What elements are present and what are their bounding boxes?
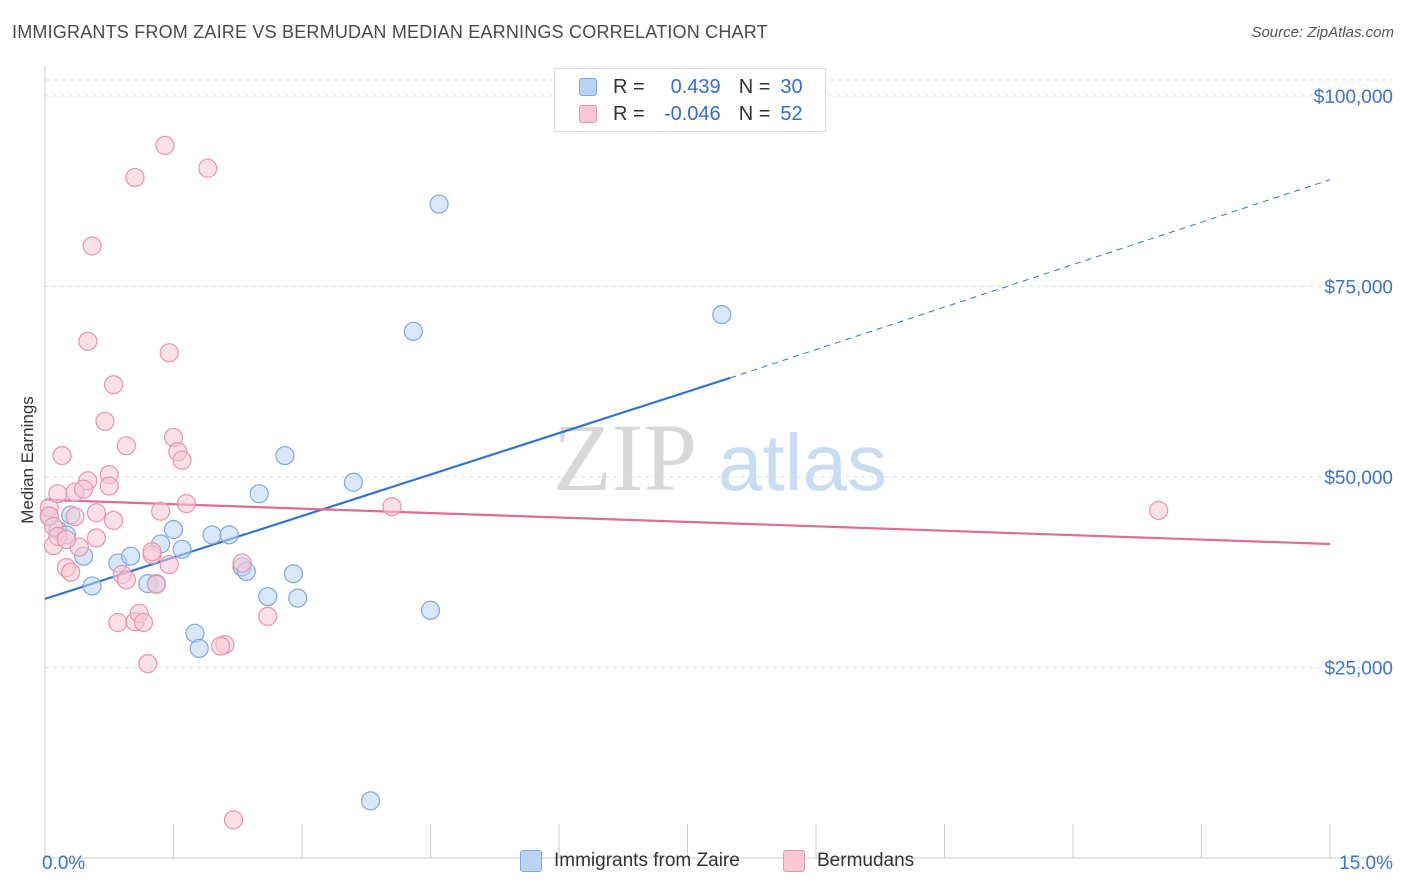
- point-bermudans: [56, 529, 77, 550]
- point-bermudans: [86, 528, 107, 548]
- trend-line-zaire-projection: [730, 179, 1331, 379]
- legend-n-label: N =: [738, 75, 771, 98]
- point-bermudans: [86, 503, 107, 523]
- y-tick-label: $100,000: [1314, 87, 1393, 108]
- point-bermudans: [73, 479, 94, 499]
- x-tick-label-min: 0.0%: [42, 853, 85, 874]
- point-bermudans: [382, 497, 402, 517]
- point-bermudans: [52, 445, 72, 466]
- point-bermudans: [116, 436, 136, 456]
- legend-n-value-bermudans: 52: [780, 102, 803, 125]
- point-bermudans: [159, 343, 179, 363]
- point-bermudans: [151, 501, 171, 521]
- point-bermudans: [258, 606, 278, 627]
- point-zaire: [163, 519, 184, 540]
- watermark: ZIP atlas: [553, 404, 887, 511]
- trend-line-zaire: [44, 376, 731, 600]
- point-bermudans: [142, 542, 162, 562]
- legend-swatch-zaire: [579, 78, 597, 96]
- bottom-swatch-bermudans: [783, 850, 805, 872]
- watermark-atlas: atlas: [718, 418, 887, 507]
- scatter-points: [39, 135, 1169, 830]
- point-zaire: [121, 546, 141, 566]
- point-bermudans: [211, 636, 231, 656]
- point-bermudans: [103, 375, 124, 395]
- point-bermudans: [159, 554, 179, 575]
- point-bermudans: [133, 612, 154, 633]
- correlation-legend: R = 0.439 N = 30 R = -0.046 N = 52: [554, 68, 826, 132]
- point-zaire: [258, 586, 278, 607]
- legend-r-value-zaire: 0.439: [670, 75, 721, 98]
- point-zaire: [172, 539, 192, 559]
- y-tick-label: $50,000: [1324, 468, 1393, 489]
- trend-lines: [44, 179, 1331, 600]
- y-axis-label: Median Earnings: [18, 396, 37, 524]
- point-bermudans: [103, 510, 124, 530]
- point-bermudans: [198, 158, 218, 178]
- point-zaire: [420, 600, 441, 620]
- point-zaire: [189, 638, 209, 659]
- trend-line-bermudans: [44, 498, 1331, 546]
- legend-row-zaire: R = 0.439 N = 30: [555, 75, 803, 99]
- bottom-legend-label-bermudans: Bermudans: [817, 850, 915, 871]
- y-tick-label: $75,000: [1324, 277, 1393, 298]
- point-zaire: [429, 194, 449, 214]
- legend-swatch-bermudans: [579, 105, 597, 123]
- point-bermudans: [78, 331, 98, 351]
- y-tick-label: $25,000: [1324, 658, 1393, 679]
- point-zaire: [249, 484, 269, 504]
- watermark-zip: ZIP: [553, 404, 697, 511]
- point-bermudans: [116, 570, 136, 590]
- point-zaire: [288, 588, 308, 608]
- point-zaire: [360, 791, 381, 811]
- source-label: Source: ZipAtlas.com: [1251, 24, 1394, 41]
- point-zaire: [219, 525, 239, 545]
- point-bermudans: [223, 810, 244, 830]
- point-bermudans: [232, 553, 252, 573]
- legend-n-value-zaire: 30: [780, 75, 803, 98]
- point-bermudans: [155, 135, 175, 156]
- legend-n-label: N =: [738, 102, 771, 125]
- point-bermudans: [1149, 500, 1169, 521]
- point-bermudans: [48, 484, 68, 504]
- point-bermudans: [138, 654, 158, 674]
- chart-title: IMMIGRANTS FROM ZAIRE VS BERMUDAN MEDIAN…: [12, 22, 768, 42]
- point-zaire: [82, 576, 102, 596]
- point-bermudans: [82, 236, 102, 256]
- x-tick-label-max: 15.0%: [1339, 853, 1393, 874]
- point-zaire: [275, 445, 295, 466]
- point-zaire: [202, 525, 222, 545]
- point-bermudans: [65, 506, 85, 527]
- point-bermudans: [95, 411, 115, 431]
- bottom-legend-label-zaire: Immigrants from Zaire: [554, 850, 740, 871]
- point-zaire: [343, 472, 363, 492]
- legend-r-value-bermudans: -0.046: [663, 102, 721, 125]
- axes: [44, 66, 1392, 859]
- x-tick-labels: 0.0% 15.0%: [42, 853, 1393, 874]
- point-zaire: [283, 564, 304, 584]
- point-zaire: [403, 321, 423, 341]
- legend-r-label: R =: [613, 75, 645, 98]
- point-bermudans: [99, 476, 119, 496]
- y-tick-labels: $25,000 $50,000 $75,000 $100,000: [1314, 87, 1393, 680]
- point-zaire: [712, 304, 732, 325]
- legend-row-bermudans: R = -0.046 N = 52: [555, 102, 803, 126]
- bottom-legend-zaire: Immigrants from Zaire: [520, 850, 740, 872]
- bottom-legend-bermudans: Bermudans: [783, 850, 914, 872]
- point-bermudans: [176, 494, 196, 514]
- point-bermudans: [146, 574, 166, 594]
- point-bermudans: [172, 450, 192, 470]
- point-bermudans: [61, 562, 81, 582]
- point-bermudans: [108, 612, 128, 633]
- bottom-swatch-zaire: [520, 850, 542, 872]
- point-bermudans: [125, 167, 145, 188]
- legend-r-label: R =: [613, 102, 645, 125]
